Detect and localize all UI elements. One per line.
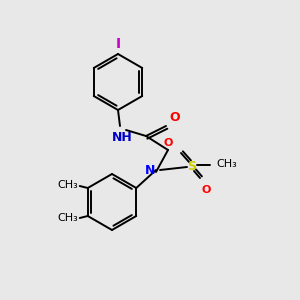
Text: O: O bbox=[202, 185, 211, 195]
Text: N: N bbox=[145, 164, 155, 178]
Text: I: I bbox=[116, 37, 121, 51]
Text: NH: NH bbox=[112, 131, 133, 144]
Text: CH₃: CH₃ bbox=[57, 180, 78, 190]
Text: CH₃: CH₃ bbox=[216, 159, 237, 169]
Text: O: O bbox=[164, 138, 173, 148]
Text: O: O bbox=[169, 111, 180, 124]
Text: CH₃: CH₃ bbox=[57, 213, 78, 223]
Text: S: S bbox=[188, 160, 196, 172]
